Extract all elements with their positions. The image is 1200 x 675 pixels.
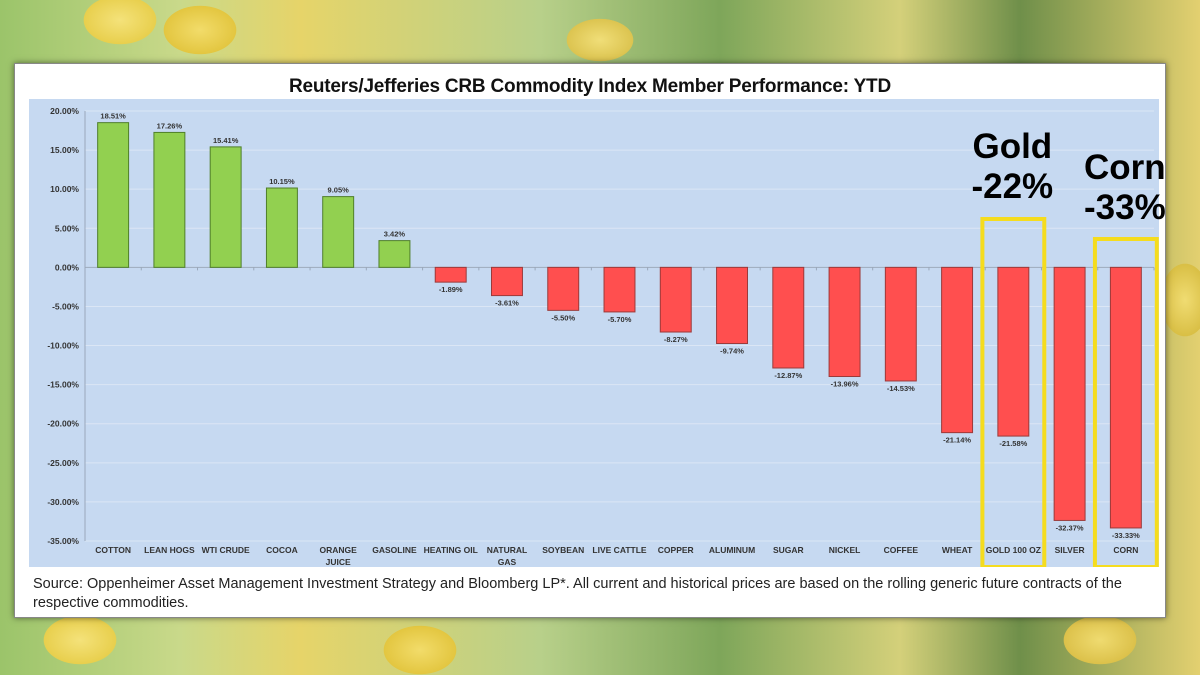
corn-annotation-value: -33% — [1084, 188, 1166, 227]
bar-cotton — [97, 122, 130, 268]
gold-annotation-name: Gold — [972, 127, 1053, 166]
data-label: 18.51% — [100, 112, 126, 121]
data-label: -21.58% — [999, 439, 1027, 448]
x-category-label: ALUMINUM — [709, 545, 755, 555]
source-note: Source: Oppenheimer Asset Management Inv… — [33, 576, 1122, 611]
highlight-box-gold-100-oz — [980, 217, 1047, 567]
x-category-label: SUGAR — [773, 545, 804, 555]
bar-wti-crude — [209, 146, 242, 268]
x-category-label: WTI CRUDE — [202, 545, 250, 555]
bar-natural-gas — [491, 266, 523, 297]
data-label: -8.27% — [664, 335, 688, 344]
x-category-label: COTTON — [95, 545, 131, 555]
bar-lean-hogs — [153, 131, 186, 268]
bar-cocoa — [265, 187, 298, 268]
corn-annotation-name: Corn — [1084, 148, 1166, 187]
bar-copper — [659, 266, 692, 333]
y-tick-label: 5.00% — [55, 223, 80, 233]
x-category-label: JUICE — [326, 557, 351, 567]
x-category-label: SILVER — [1055, 545, 1085, 555]
highlight-box-corn — [1092, 237, 1159, 567]
bar-chart: 20.00% 15.00% 10.00% 5.00% 0.00% -5.00% -10.00… — [47, 106, 1159, 567]
y-tick-label: -10.00% — [47, 341, 79, 351]
gold-annotation-value: -22% — [971, 167, 1054, 206]
bar-wheat — [941, 266, 974, 434]
y-tick-label: -35.00% — [47, 536, 79, 546]
data-label: -14.53% — [887, 384, 915, 393]
y-tick-label: 0.00% — [55, 262, 80, 272]
data-label: -1.89% — [439, 285, 463, 294]
y-tick-label: 20.00% — [50, 106, 79, 116]
corn-annotation: Corn -33% — [1065, 148, 1185, 228]
gold-annotation: Gold -22% — [952, 127, 1072, 207]
data-label: -33.33% — [1112, 531, 1140, 540]
y-tick-label: -30.00% — [47, 497, 79, 507]
x-category-label: ORANGE — [320, 545, 358, 555]
x-category-label: LIVE CATTLE — [592, 545, 646, 555]
x-category-label: GAS — [498, 557, 517, 567]
x-category-label: LEAN HOGS — [144, 545, 195, 555]
x-category-label: CORN — [1113, 545, 1138, 555]
data-label: 15.41% — [213, 136, 239, 145]
x-category-label: COCOA — [266, 545, 298, 555]
data-label: -13.96% — [831, 380, 859, 389]
x-category-label: NICKEL — [829, 545, 861, 555]
bar-nickel — [828, 266, 861, 378]
bar-soybean — [547, 266, 580, 311]
x-category-label: WHEAT — [942, 545, 973, 555]
data-label: -5.50% — [551, 313, 575, 322]
data-label: 3.42% — [384, 230, 406, 239]
bar-live-cattle — [603, 266, 636, 313]
data-label: -3.61% — [495, 299, 519, 308]
data-label: -5.70% — [608, 315, 632, 324]
data-label: -21.14% — [943, 436, 971, 445]
x-category-label: SOYBEAN — [542, 545, 584, 555]
data-label: -32.37% — [1056, 523, 1084, 532]
y-tick-label: -5.00% — [52, 301, 79, 311]
data-label: 9.05% — [328, 186, 350, 195]
bar-sugar — [772, 266, 805, 369]
x-category-label: HEATING OIL — [424, 545, 478, 555]
y-tick-label: 10.00% — [50, 184, 79, 194]
y-tick-label: -15.00% — [47, 380, 79, 390]
x-category-label: NATURAL — [487, 545, 527, 555]
x-category-label: COFFEE — [884, 545, 919, 555]
bar-silver — [1053, 266, 1086, 521]
data-label: -9.74% — [720, 347, 744, 356]
y-tick-label: 15.00% — [50, 145, 79, 155]
bar-coffee — [884, 266, 917, 382]
y-tick-label: -25.00% — [47, 458, 79, 468]
bar-gasoline — [378, 240, 411, 268]
x-category-label: COPPER — [658, 545, 694, 555]
x-category-label: GOLD 100 OZ — [986, 545, 1041, 555]
bar-corn — [1109, 266, 1142, 529]
plot-area: 20.00% 15.00% 10.00% 5.00% 0.00% -5.00% -10.00… — [29, 99, 1159, 567]
y-tick-label: -20.00% — [47, 419, 79, 429]
x-category-label: GASOLINE — [372, 545, 417, 555]
bar-gold-100-oz — [997, 266, 1030, 437]
data-label: -12.87% — [774, 371, 802, 380]
chart-panel: Reuters/Jefferies CRB Commodity Index Me… — [14, 63, 1166, 618]
bar-aluminum — [716, 266, 748, 345]
bar-orange-juice — [322, 196, 355, 268]
bar-heating-oil — [434, 266, 467, 283]
data-label: 10.15% — [269, 177, 295, 186]
data-label: 17.26% — [157, 121, 183, 130]
chart-title: Reuters/Jefferies CRB Commodity Index Me… — [289, 76, 891, 97]
